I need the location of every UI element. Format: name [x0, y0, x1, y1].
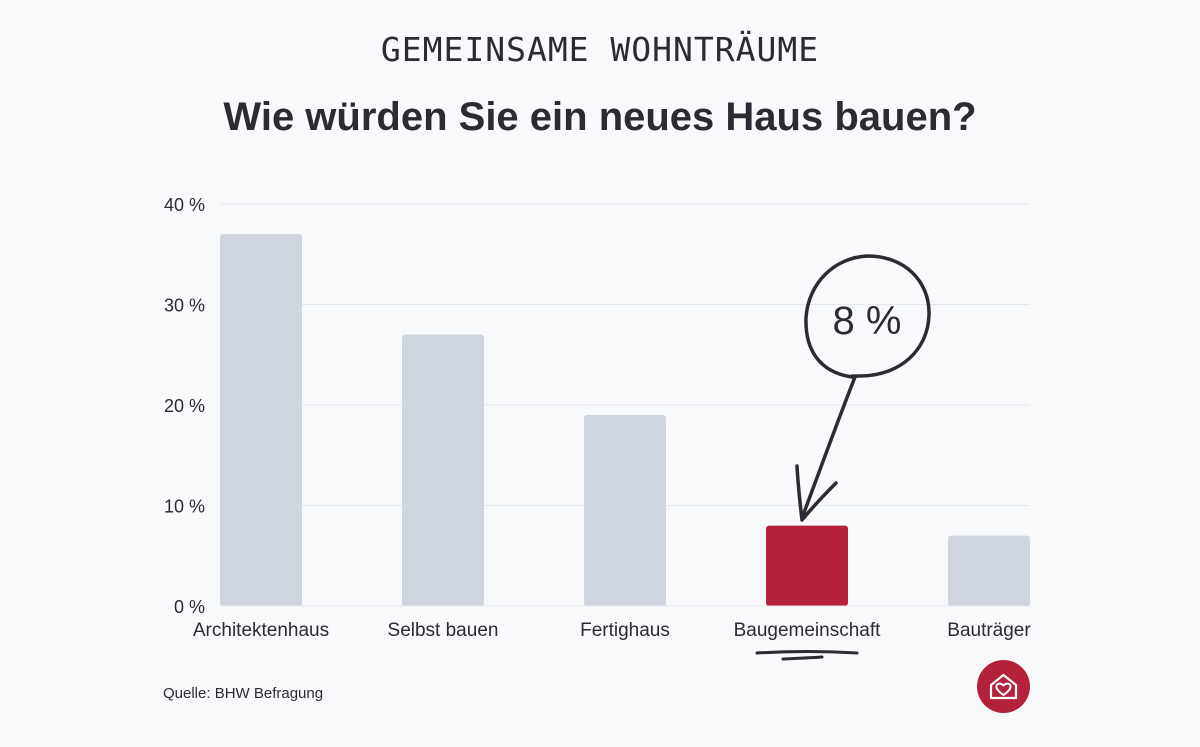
x-tick-label: Architektenhaus	[193, 620, 329, 641]
y-tick-label: 10 %	[164, 497, 205, 517]
annotation-arrow-head	[795, 464, 838, 522]
x-tick-label: Baugemeinschaft	[734, 620, 882, 641]
x-tick-label: Selbst bauen	[388, 620, 499, 641]
annotation-arrow-line	[800, 375, 857, 520]
y-tick-label: 0 %	[174, 597, 205, 617]
bars	[220, 234, 1030, 607]
chart-title: Wie würden Sie ein neues Haus bauen?	[223, 95, 977, 139]
annotation-text: 8 %	[833, 299, 902, 343]
y-tick-label: 30 %	[164, 296, 205, 316]
house-heart-icon	[989, 673, 1018, 700]
bar-architektenhaus	[220, 234, 302, 606]
annotation: 8 %	[755, 254, 931, 661]
y-tick-label: 20 %	[164, 396, 205, 416]
highlight-underline	[755, 650, 859, 661]
source-note: Quelle: BHW Befragung	[163, 685, 324, 702]
bar-baugemeinschaft	[766, 525, 848, 606]
bar-selbst-bauen	[402, 334, 484, 606]
x-tick-label: Fertighaus	[580, 620, 670, 641]
bar-bautr-ger	[948, 535, 1030, 606]
brand-logo	[977, 660, 1030, 713]
annotation-bubble	[804, 254, 931, 379]
y-axis-ticks: 0 % 10 % 20 % 30 % 40 %	[164, 195, 205, 617]
chart-kicker: GEMEINSAME WOHNTRÄUME	[380, 30, 820, 69]
x-axis-labels: Architektenhaus Selbst bauen Fertighaus Bau…	[193, 620, 1032, 641]
x-tick-label: Bauträger	[947, 620, 1031, 641]
y-tick-label: 40 %	[164, 195, 205, 215]
bar-fertighaus	[584, 415, 666, 606]
